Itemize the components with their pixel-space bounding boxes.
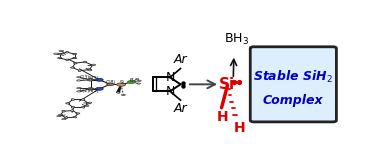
Ellipse shape	[54, 53, 58, 54]
Ellipse shape	[82, 106, 85, 108]
Ellipse shape	[85, 105, 89, 107]
Text: BH$_3$: BH$_3$	[224, 32, 249, 47]
Ellipse shape	[77, 77, 81, 78]
Ellipse shape	[88, 102, 92, 103]
Ellipse shape	[86, 103, 90, 104]
Ellipse shape	[87, 88, 94, 90]
Ellipse shape	[59, 50, 64, 52]
Text: C(8): C(8)	[105, 80, 116, 85]
Ellipse shape	[77, 80, 81, 81]
Text: N(1): N(1)	[89, 88, 99, 93]
Ellipse shape	[66, 103, 70, 104]
Ellipse shape	[137, 83, 140, 84]
Ellipse shape	[107, 83, 114, 86]
Text: Complex: Complex	[263, 94, 324, 107]
Ellipse shape	[62, 118, 66, 120]
Ellipse shape	[88, 69, 91, 70]
Ellipse shape	[121, 94, 125, 96]
Ellipse shape	[77, 88, 81, 89]
Ellipse shape	[96, 87, 103, 90]
Ellipse shape	[57, 57, 62, 59]
Ellipse shape	[82, 99, 85, 100]
Text: H: H	[233, 121, 245, 135]
Ellipse shape	[73, 116, 77, 118]
Polygon shape	[117, 85, 121, 93]
Text: Stable SiH$_2$: Stable SiH$_2$	[253, 69, 333, 85]
FancyBboxPatch shape	[250, 47, 336, 122]
Ellipse shape	[138, 80, 141, 81]
Text: B: B	[130, 78, 133, 83]
Ellipse shape	[73, 53, 77, 55]
Ellipse shape	[91, 64, 96, 65]
Text: N: N	[165, 71, 175, 84]
Ellipse shape	[65, 117, 68, 119]
Ellipse shape	[78, 70, 81, 72]
Ellipse shape	[66, 59, 69, 61]
Ellipse shape	[127, 81, 135, 84]
Ellipse shape	[57, 115, 61, 117]
Text: C(3): C(3)	[80, 75, 90, 80]
Text: H: H	[217, 110, 229, 124]
Ellipse shape	[77, 91, 81, 92]
Text: C(2): C(2)	[80, 88, 90, 93]
Text: N: N	[165, 85, 175, 98]
Ellipse shape	[71, 99, 74, 100]
Ellipse shape	[76, 113, 80, 114]
Ellipse shape	[135, 79, 139, 80]
Ellipse shape	[59, 114, 63, 116]
Ellipse shape	[71, 110, 74, 111]
Text: Ar: Ar	[174, 53, 187, 66]
Text: Si: Si	[119, 80, 124, 85]
Text: Si: Si	[219, 77, 235, 92]
Text: N(2): N(2)	[89, 76, 99, 81]
Ellipse shape	[57, 53, 62, 55]
Ellipse shape	[116, 92, 120, 93]
Ellipse shape	[96, 78, 103, 81]
Ellipse shape	[87, 79, 94, 81]
Ellipse shape	[71, 106, 74, 108]
Ellipse shape	[70, 67, 74, 68]
Ellipse shape	[73, 62, 77, 64]
Ellipse shape	[117, 83, 125, 86]
Ellipse shape	[66, 51, 69, 53]
Ellipse shape	[62, 110, 65, 112]
Ellipse shape	[88, 69, 92, 71]
Ellipse shape	[84, 61, 87, 63]
Ellipse shape	[73, 57, 77, 59]
Text: Ar: Ar	[174, 103, 187, 115]
Ellipse shape	[90, 64, 94, 66]
